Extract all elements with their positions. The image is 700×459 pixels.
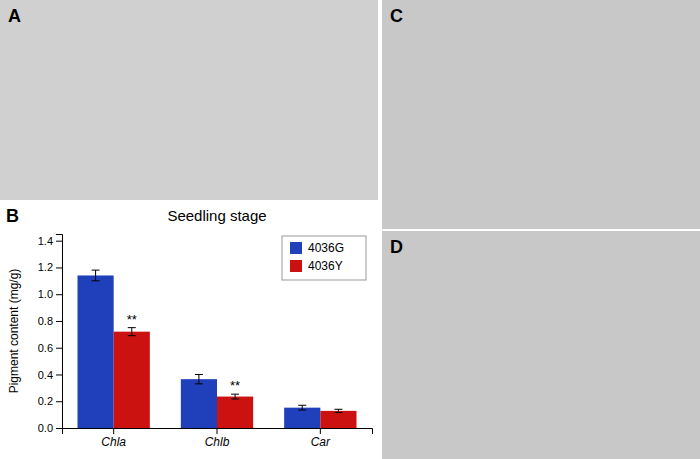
y-tick-mark (56, 348, 62, 349)
bar (78, 275, 114, 428)
y-tick-label: 1.2 (38, 261, 53, 273)
bar (181, 379, 217, 428)
x-tick-label: Chla (101, 435, 126, 449)
y-axis-title: Pigment content (mg/g) (7, 269, 21, 394)
y-tick-mark (56, 241, 62, 242)
y-tick-label: 0.4 (38, 369, 53, 381)
legend-entry: 4036Y (290, 259, 343, 273)
panel-label: A (8, 6, 21, 26)
y-tick-mark (56, 428, 62, 429)
error-bar (195, 374, 203, 383)
y-tick: 1.2 (38, 261, 62, 273)
y-tick-label: 0.8 (38, 315, 53, 327)
bar (284, 408, 320, 428)
panel-placeholder (0, 0, 378, 200)
significance-label: ** (127, 312, 137, 327)
error-bar-cap (92, 270, 100, 271)
y-tick: 0.0 (38, 422, 62, 434)
y-tick-mark (56, 267, 62, 268)
panel-label: D (390, 237, 403, 257)
plot-area (78, 270, 357, 428)
panel-label: C (390, 6, 403, 26)
panel-placeholder (382, 231, 700, 459)
x-axis: Chla Chlb Car (63, 428, 373, 449)
legend-swatch (290, 242, 302, 254)
error-bar-stem (198, 374, 199, 383)
x-tick-label: Chlb (205, 435, 230, 449)
error-bar-cap (231, 398, 239, 399)
y-tick: 0.8 (38, 315, 62, 327)
bar-series (114, 328, 357, 428)
legend-label: 4036G (308, 241, 344, 255)
y-tick-mark (56, 294, 62, 295)
legend: 4036G 4036Y (282, 236, 366, 280)
bar (217, 397, 253, 428)
y-tick-label: 1.4 (38, 235, 53, 247)
y-tick-mark (56, 321, 62, 322)
y-tick: 0.6 (38, 342, 62, 354)
significance-label: ** (230, 378, 240, 393)
legend-swatch (290, 260, 302, 272)
x-tick: Chla (101, 428, 126, 449)
error-bar (334, 409, 342, 412)
panel-label: B (6, 206, 19, 226)
error-bar-cap (128, 327, 136, 328)
y-axis-line (56, 235, 63, 429)
y-tick-label: 0.0 (38, 422, 53, 434)
error-bar-cap (334, 412, 342, 413)
x-tick-mark (320, 428, 321, 434)
error-bar-stem (95, 270, 96, 281)
chart-title: Seedling stage (167, 207, 266, 224)
error-bar-cap (195, 383, 203, 384)
y-tick-mark (56, 374, 62, 375)
error-bar-cap (231, 394, 239, 395)
y-axis: 0.0 0.2 0.4 0.6 0.8 1.0 1.2 1.4 (38, 235, 63, 435)
error-bar (128, 328, 136, 336)
y-tick: 0.4 (38, 369, 62, 381)
error-bar-cap (298, 405, 306, 406)
error-bar-cap (334, 409, 342, 410)
error-bar-stem (235, 394, 236, 399)
error-bar-cap (128, 335, 136, 336)
y-tick-label: 1.0 (38, 288, 53, 300)
x-tick-mark (113, 428, 114, 434)
error-bar-cap (195, 374, 203, 375)
legend-label: 4036Y (308, 259, 343, 273)
error-bar-stem (302, 405, 303, 410)
bar (320, 411, 356, 428)
y-tick: 1.0 (38, 288, 62, 300)
error-bar-cap (92, 280, 100, 281)
error-bar (92, 270, 100, 281)
x-tick: Chlb (205, 428, 230, 449)
error-bar-stem (131, 328, 132, 336)
legend-frame (282, 236, 366, 280)
error-bar-cap (298, 410, 306, 411)
y-tick-mark (56, 401, 62, 402)
y-tick-label: 0.6 (38, 342, 53, 354)
bar-series (78, 270, 321, 428)
y-tick-label: 0.2 (38, 395, 53, 407)
x-tick-mark (217, 428, 218, 434)
error-bar (298, 405, 306, 410)
x-tick: Car (311, 428, 331, 449)
legend-entry: 4036G (290, 241, 344, 255)
panel-placeholder (382, 0, 700, 229)
y-tick: 0.2 (38, 395, 62, 407)
bar (114, 332, 150, 428)
x-axis-line (63, 429, 373, 435)
y-tick: 1.4 (38, 235, 62, 247)
error-bar (231, 394, 239, 399)
figure: Chla Chlb Car 0.0 0.2 0.4 0.6 0.8 1.0 1.2 1.4 Seedl… (0, 0, 700, 459)
x-tick-label: Car (311, 435, 331, 449)
